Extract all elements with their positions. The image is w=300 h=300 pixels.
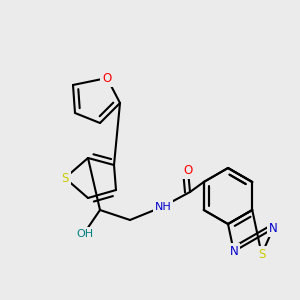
- Text: S: S: [258, 248, 266, 261]
- Text: N: N: [230, 245, 238, 258]
- Text: O: O: [183, 164, 193, 176]
- Text: N: N: [269, 222, 278, 235]
- Text: S: S: [61, 172, 69, 184]
- Text: O: O: [102, 71, 112, 85]
- Text: OH: OH: [76, 229, 94, 239]
- Text: NH: NH: [154, 202, 171, 212]
